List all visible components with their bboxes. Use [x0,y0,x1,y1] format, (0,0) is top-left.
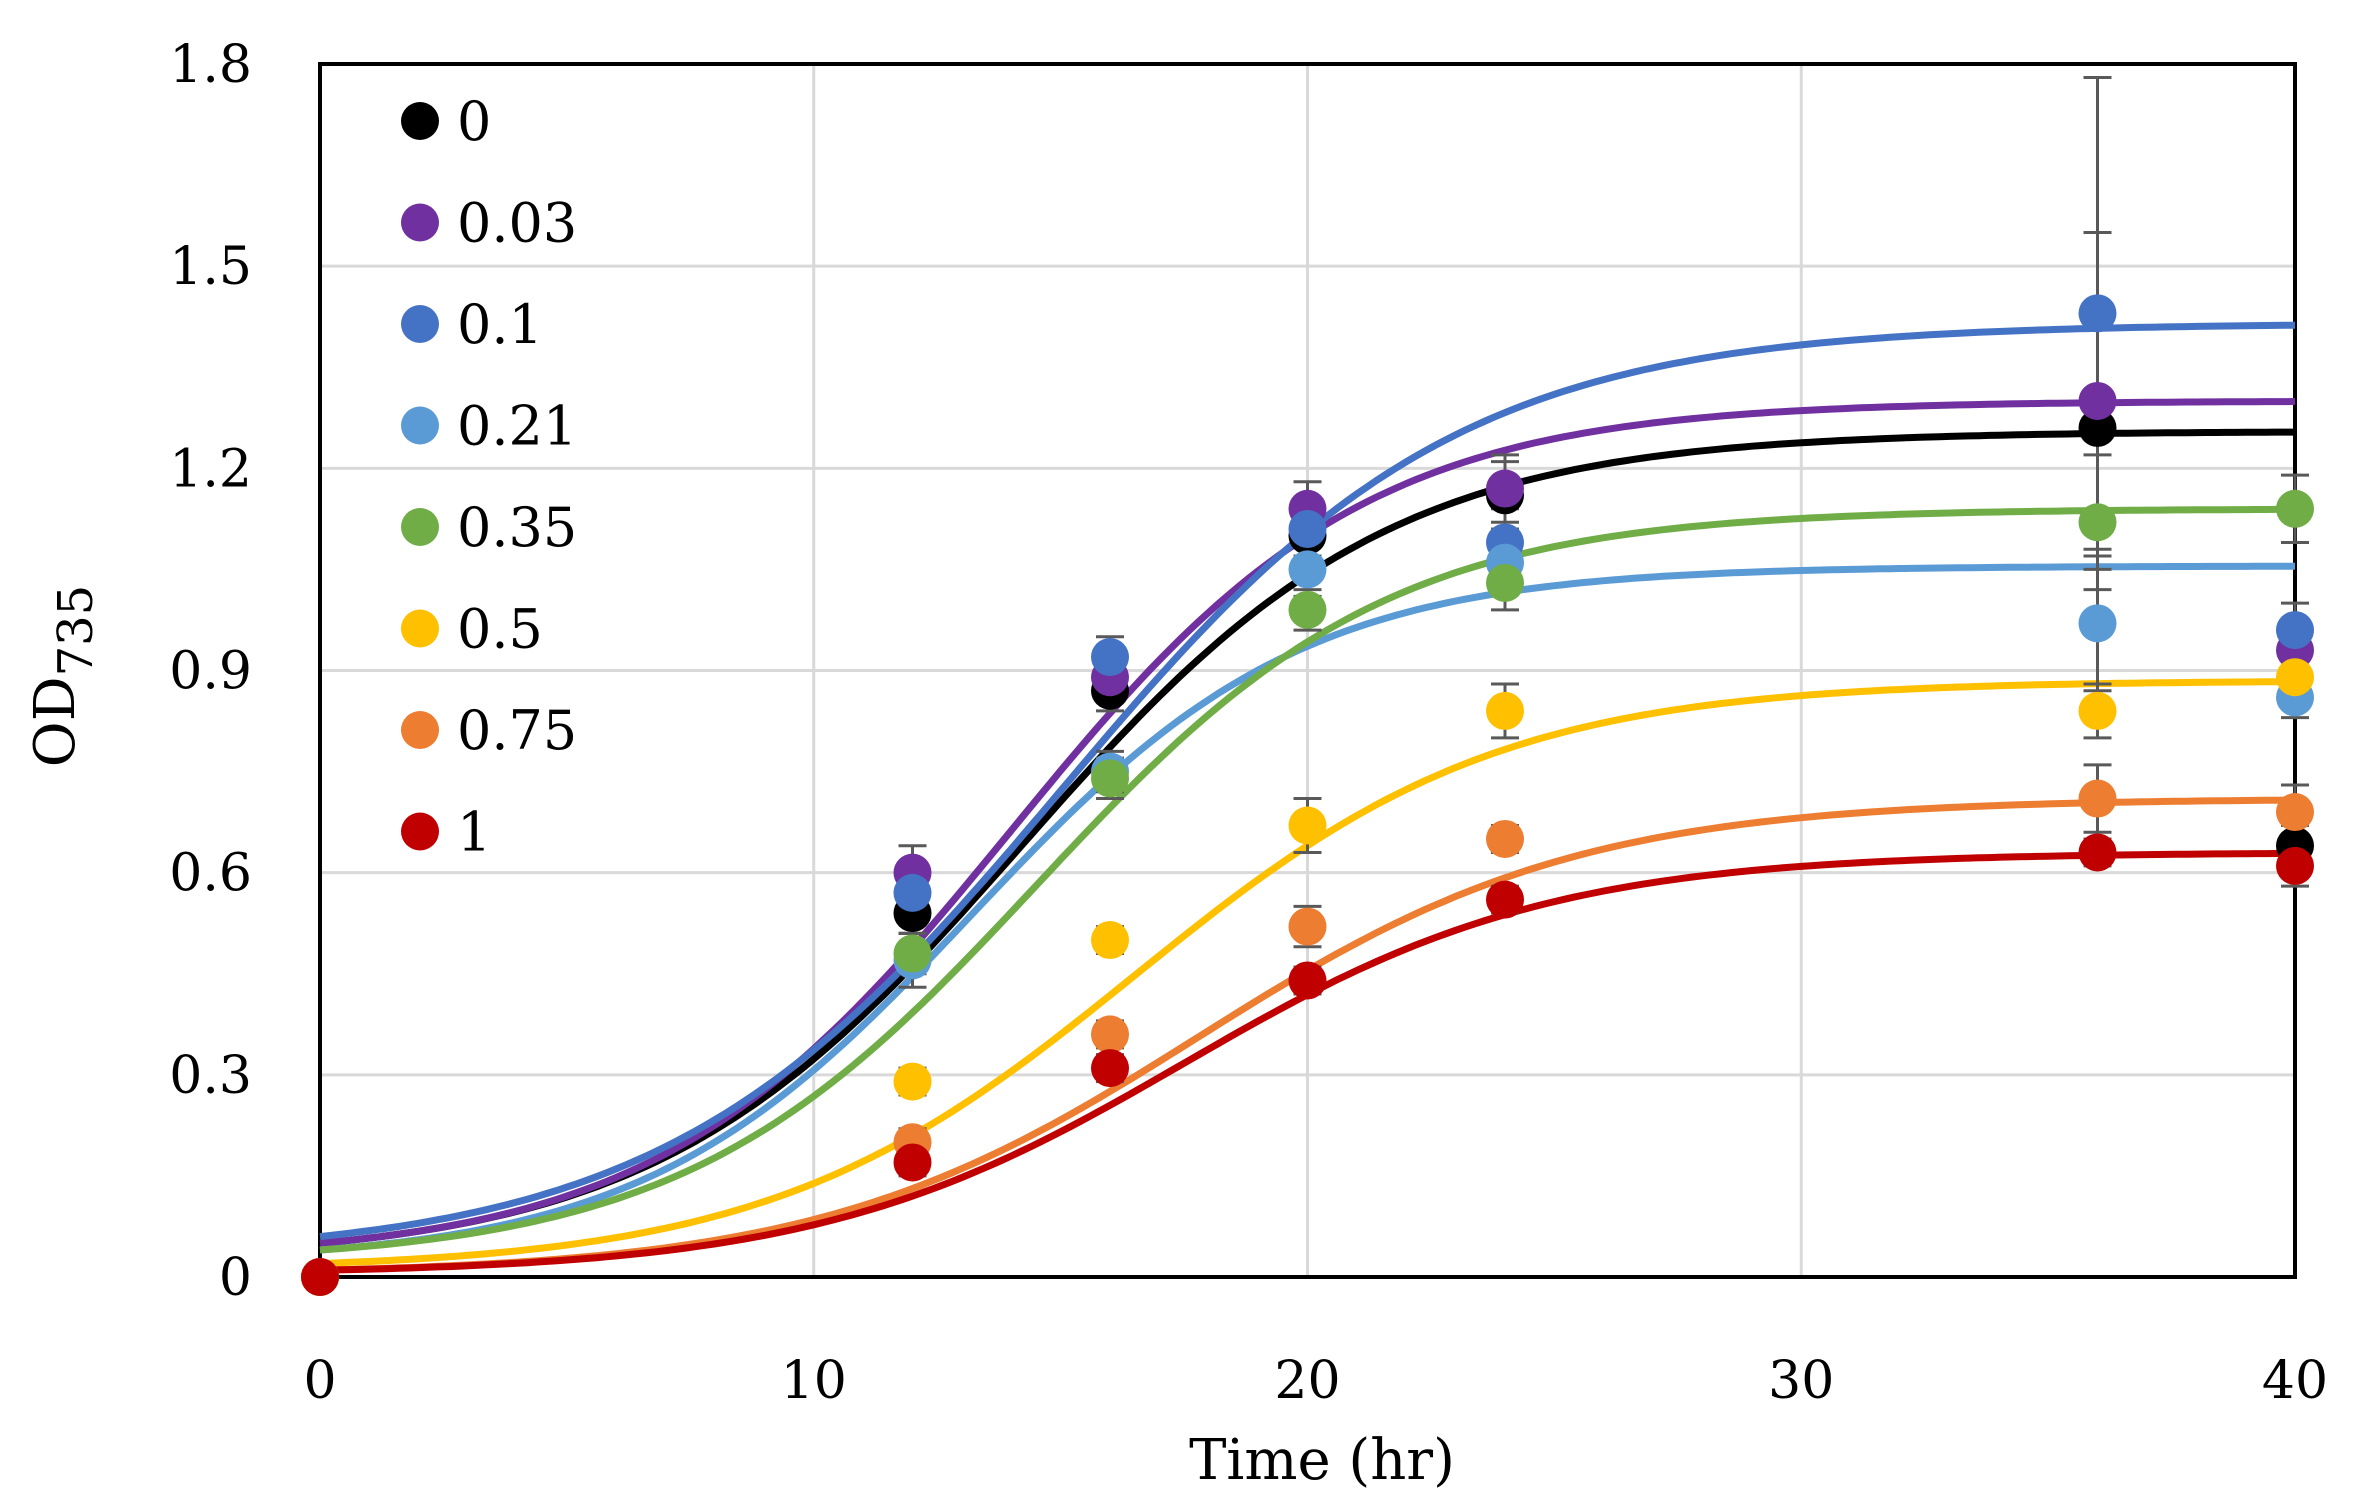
y-tick-label: 0.9 [169,642,252,702]
data-point-0.5 [1486,691,1524,730]
legend-label: 0.1 [457,293,543,356]
legend-marker [401,609,439,648]
data-point-0 [2078,408,2117,447]
legend-marker [401,305,439,343]
data-point-0.5 [1288,806,1327,845]
data-points [301,294,2314,1296]
legend-item-0.5: 0.5 [401,598,543,661]
data-point-1 [1486,880,1524,919]
data-point-1 [893,1143,932,1182]
legend-marker [401,406,439,445]
y-tick-label: 1.5 [169,237,252,297]
data-point-0.21 [1288,550,1327,589]
legend-marker [401,102,439,140]
data-point-0.35 [2078,503,2117,542]
y-tick-label: 0.6 [169,844,252,904]
data-point-0.5 [893,1062,932,1101]
data-point-1 [1091,1049,1129,1088]
data-point-0.5 [2078,691,2117,730]
legend-item-0.1: 0.1 [401,293,543,356]
legend-label: 0.21 [457,395,577,458]
data-point-0.1 [893,873,932,912]
data-point-0.35 [2276,489,2314,528]
x-tick-label: 0 [303,1351,336,1411]
legend-label: 0.75 [457,699,577,762]
data-point-0.5 [1091,921,1129,960]
legend-item-0.35: 0.35 [401,496,577,559]
legend-item-1: 1 [401,801,491,864]
y-tick-label: 1.2 [169,439,252,499]
legend-label: 0.03 [457,192,577,255]
data-point-0.21 [2078,604,2117,643]
data-point-0.75 [1486,819,1524,858]
y-tick-label: 1.8 [169,35,252,95]
legend-marker [401,711,439,749]
data-point-0.75 [2276,793,2314,832]
data-point-0.35 [893,934,932,973]
data-point-1 [2276,846,2314,885]
legend-marker [401,508,439,546]
y-axis-title-main: OD [23,676,88,767]
x-tick-label: 10 [781,1351,847,1411]
grid [318,62,2297,1279]
x-tick-label: 40 [2262,1351,2328,1411]
data-point-0.75 [2078,779,2117,818]
legend-marker [401,203,439,242]
x-axis-title: Time (hr) [1189,1428,1455,1493]
data-point-0.75 [1091,1015,1129,1054]
legend-label: 1 [457,801,491,864]
data-point-0.03 [2078,381,2117,420]
data-point-1 [1288,961,1327,1000]
legend-item-0.21: 0.21 [401,395,577,458]
y-axis-title: OD735 [23,585,104,767]
data-point-0.35 [1486,563,1524,602]
data-point-1 [2078,833,2117,872]
legend-marker [401,812,439,851]
x-tick-labels: 0 10 20 30 40 [303,1351,2328,1411]
data-point-0.1 [1091,638,1129,677]
data-point-1 [301,1258,339,1296]
data-point-0.1 [2078,294,2117,333]
y-tick-labels: 0 0.3 0.6 0.9 1.2 1.5 1.8 [169,35,252,1308]
data-point-0.35 [1288,590,1327,629]
legend-label: 0.35 [457,496,577,559]
data-point-0.1 [2276,611,2314,650]
data-point-0.03 [1486,469,1524,508]
legend-item-0.03: 0.03 [401,192,577,255]
data-point-0.75 [1288,907,1327,946]
x-tick-label: 20 [1274,1351,1340,1411]
data-point-0.5 [2276,658,2314,697]
legend-label: 0 [457,90,491,153]
legend: 0 0.03 0.1 0.21 0.35 0.5 0.75 1 [401,90,577,864]
fit-curve-0.21 [319,562,2295,1254]
y-tick-label: 0.3 [169,1046,252,1106]
legend-item-0.75: 0.75 [401,699,577,762]
y-axis-title-subscript: 735 [48,585,104,677]
data-point-0.35 [1091,759,1129,798]
data-point-0.1 [1288,509,1327,548]
legend-label: 0.5 [457,598,543,661]
x-tick-label: 30 [1768,1351,1834,1411]
y-tick-label: 0 [219,1248,252,1308]
legend-item-0: 0 [401,90,491,153]
fit-curve-0.35 [319,505,2295,1254]
